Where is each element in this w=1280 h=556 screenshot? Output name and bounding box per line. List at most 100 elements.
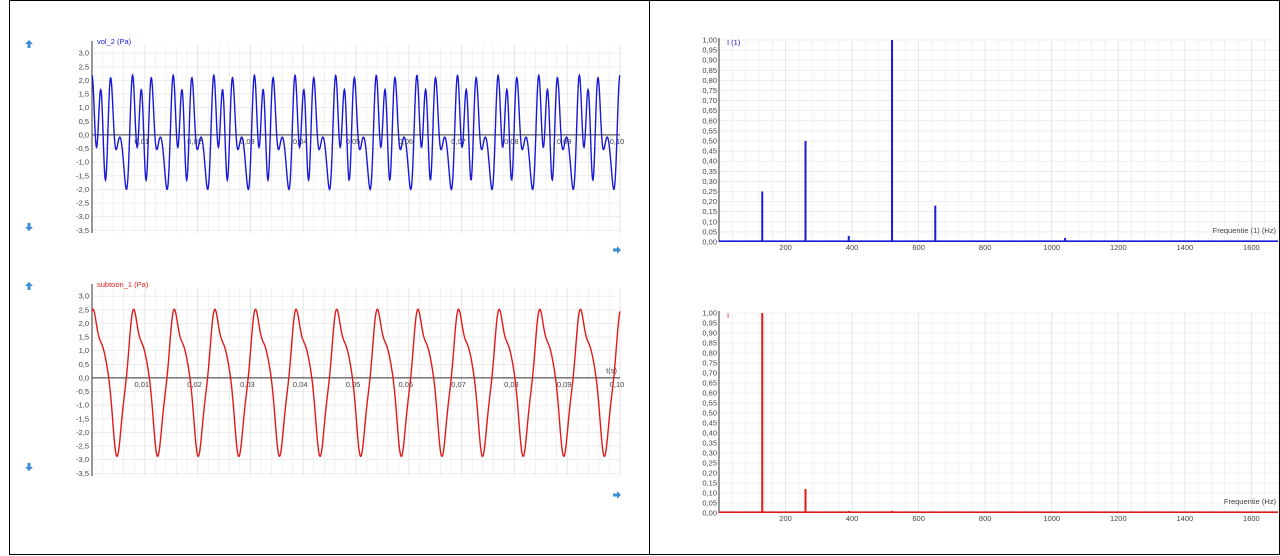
- x-tick-label: 0,03: [240, 137, 255, 146]
- y-tick-label: 0,50: [702, 137, 717, 146]
- y-tick-label: -3,5: [76, 469, 89, 478]
- x-tick-label: 0,07: [451, 380, 466, 389]
- x-tick-label: 1400: [1176, 243, 1193, 252]
- waveform-chart-subtoon1: 3,0 2,5 2,0 1,5 1,0 0,5 0,0 -0,5 -1,0 -1,5 -2,0 -2,…: [25, 280, 624, 499]
- y-tick-label: 0,70: [702, 96, 717, 105]
- x-tick-label: 600: [912, 514, 925, 523]
- scroll-up-icon: [25, 40, 33, 48]
- x-axis-label: t(s): [606, 366, 617, 375]
- x-axis-label: Frequentie (1) (Hz): [1213, 226, 1277, 235]
- x-tick-label: 1600: [1243, 514, 1260, 523]
- y-tick-label: -3,5: [76, 226, 89, 235]
- y-tick-label: -2,0: [76, 428, 89, 437]
- x-tick-label: 0,09: [557, 137, 572, 146]
- series-label: vol_2 (Pa): [97, 37, 132, 46]
- y-tick-label: 0,55: [702, 399, 717, 408]
- y-tick-label: -1,0: [76, 158, 89, 167]
- left-panel: 3,0 2,5 2,0 1,5 1,0 0,5 0,0 -0,5 -1,0 -1,5 -2,0 -2,…: [9, 0, 650, 555]
- y-tick-label: -2,0: [76, 185, 89, 194]
- y-tick-label: 0,85: [702, 339, 717, 348]
- y-tick-label: 0,80: [702, 349, 717, 358]
- y-tick-label: 0,15: [702, 479, 717, 488]
- spectrum-chart-2: 1,000,950,900,850,800,750,700,650,600,55…: [702, 309, 1279, 523]
- y-tick-label: 0,50: [702, 409, 717, 418]
- y-tick-label: -1,5: [76, 414, 89, 423]
- series-line: [91, 308, 621, 458]
- y-tick-label: 0,20: [702, 197, 717, 206]
- x-axis-label: Frequentie (Hz): [1224, 497, 1277, 506]
- series-label: subtoon_1 (Pa): [97, 280, 149, 289]
- x-tick-label: 0,04: [293, 380, 308, 389]
- y-tick-label: 0,55: [702, 126, 717, 135]
- y-tick-label: -3,0: [76, 455, 89, 464]
- y-tick-label: 1,0: [79, 346, 89, 355]
- y-tick-label: 0,35: [702, 167, 717, 176]
- y-tick-label: 0,30: [702, 177, 717, 186]
- x-tick-label: 0,01: [134, 380, 149, 389]
- y-tick-label: 0,0: [79, 373, 89, 382]
- x-tick-label: 0,05: [346, 137, 361, 146]
- spectrum-chart-1: 1,000,950,900,850,800,750,700,650,600,55…: [702, 36, 1279, 252]
- scroll-right-icon: [613, 246, 621, 254]
- y-tick-label: 3,0: [79, 49, 89, 58]
- y-tick-label: -0,5: [76, 387, 89, 396]
- x-tick-label: 0,02: [187, 380, 202, 389]
- y-tick-label: 0,70: [702, 369, 717, 378]
- scroll-down-icon: [25, 223, 33, 231]
- scroll-right-icon: [613, 491, 621, 499]
- y-tick-label: 3,0: [79, 292, 89, 301]
- y-tick-label: 0,5: [79, 360, 89, 369]
- right-panel: 1,00 0,95 0,90 0,85 0,80 0,75 0,70 0,65 0,60 0,55…: [649, 0, 1280, 555]
- x-tick-label: 800: [979, 243, 992, 252]
- y-tick-label: 0,05: [702, 499, 717, 508]
- x-tick-label: 1400: [1176, 514, 1193, 523]
- x-tick-label: 1200: [1110, 514, 1127, 523]
- y-tick-label: 0,65: [702, 379, 717, 388]
- y-tick-label: 0,40: [702, 429, 717, 438]
- y-tick-label: 0,05: [702, 227, 717, 236]
- series-label: I (1): [727, 38, 741, 47]
- series-line: [91, 73, 621, 191]
- x-tick-label: 1600: [1243, 243, 1260, 252]
- y-tick-label: -2,5: [76, 199, 89, 208]
- x-tick-label: 1000: [1043, 514, 1060, 523]
- scroll-down-icon: [25, 463, 33, 471]
- y-tick-label: 1,00: [702, 36, 717, 45]
- y-tick-label: 0,30: [702, 449, 717, 458]
- scroll-up-icon: [25, 282, 33, 290]
- y-tick-label: 0,45: [702, 419, 717, 428]
- x-tick-label: 200: [779, 514, 792, 523]
- waveform-chart-vol2: 3,0 2,5 2,0 1,5 1,0 0,5 0,0 -0,5 -1,0 -1,5 -2,0 -2,…: [25, 37, 624, 254]
- y-tick-label: 0,0: [79, 130, 89, 139]
- y-tick-label: 0,35: [702, 439, 717, 448]
- series-label: I: [727, 311, 729, 320]
- y-tick-label: 2,0: [79, 319, 89, 328]
- x-tick-label: 0,07: [451, 137, 466, 146]
- x-tick-label: 1000: [1043, 243, 1060, 252]
- y-tick-label: 0,45: [702, 147, 717, 156]
- x-tick-label: 0,01: [134, 137, 149, 146]
- y-tick-label: 1,0: [79, 103, 89, 112]
- y-tick-label: 0,85: [702, 66, 717, 75]
- y-tick-label: 0,95: [702, 319, 717, 328]
- y-tick-label: 2,0: [79, 76, 89, 85]
- y-tick-label: 0,15: [702, 207, 717, 216]
- y-tick-label: 0,65: [702, 106, 717, 115]
- y-tick-label: 0,90: [702, 56, 717, 65]
- x-tick-label: 0,02: [187, 137, 202, 146]
- y-tick-label: 0,00: [702, 238, 717, 247]
- y-tick-label: 0,25: [702, 187, 717, 196]
- y-tick-label: 0,80: [702, 76, 717, 85]
- y-tick-label: -0,5: [76, 144, 89, 153]
- y-tick-label: 0,40: [702, 157, 717, 166]
- y-tick-label: 0,10: [702, 217, 717, 226]
- y-tick-label: -2,5: [76, 442, 89, 451]
- y-tick-label: 2,5: [79, 305, 89, 314]
- x-tick-label: 800: [979, 514, 992, 523]
- y-tick-label: 1,00: [702, 309, 717, 318]
- x-tick-label: 400: [846, 243, 859, 252]
- x-tick-label: 600: [912, 243, 925, 252]
- x-tick-label: 0,08: [504, 137, 519, 146]
- y-tick-label: 0,75: [702, 359, 717, 368]
- y-tick-label: 0,10: [702, 489, 717, 498]
